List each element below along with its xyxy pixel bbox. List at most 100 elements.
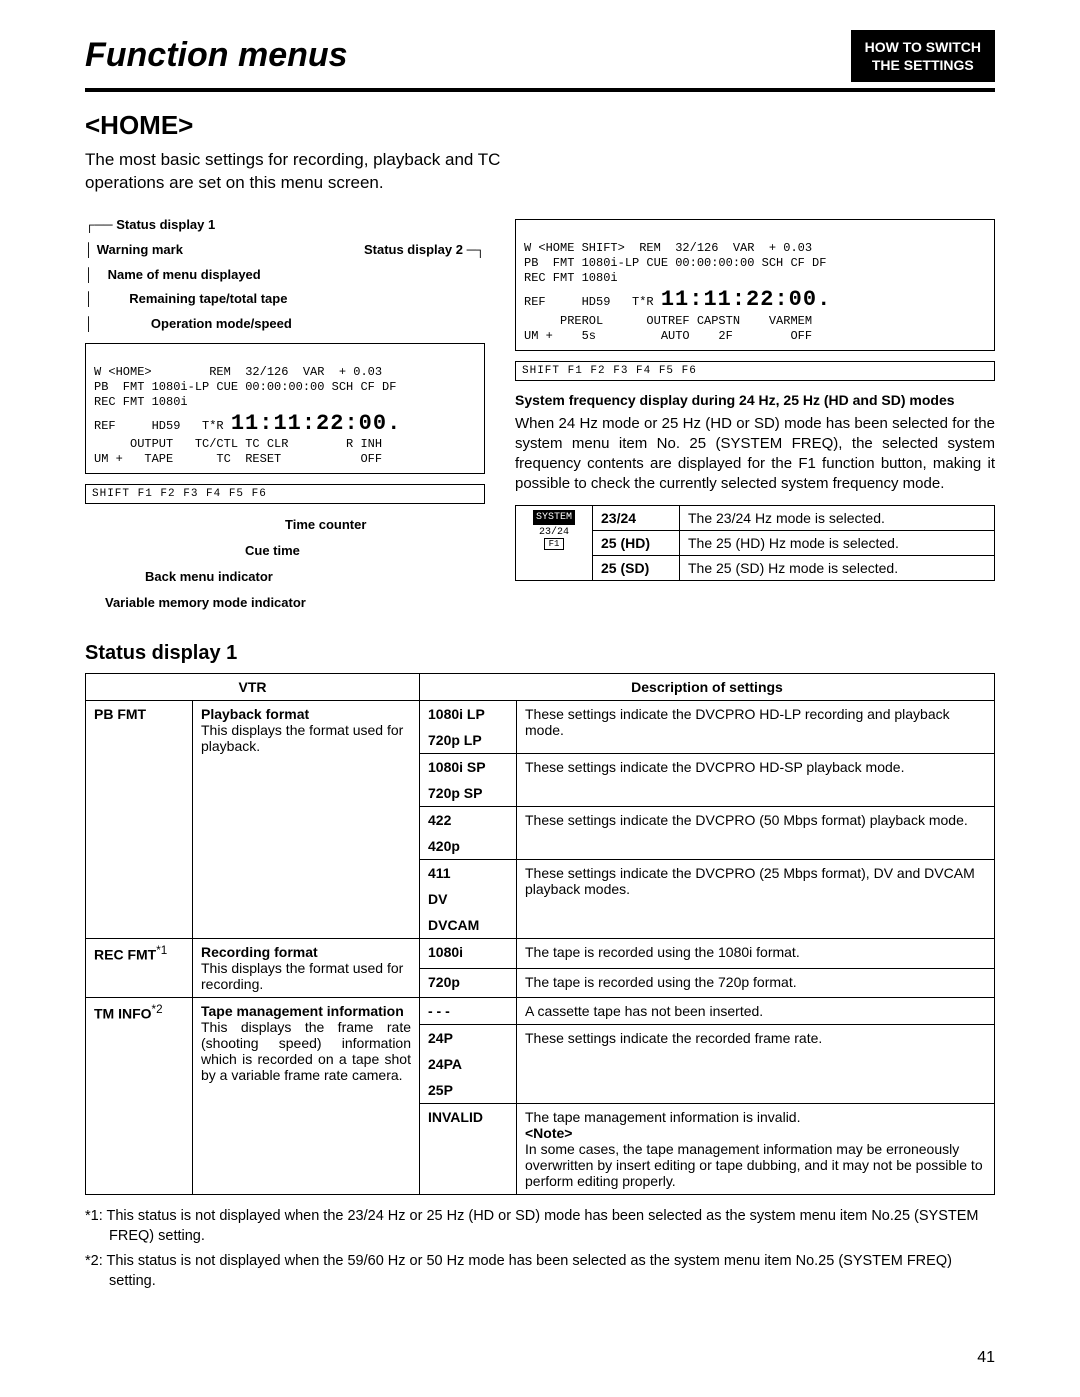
value-label: 720p LP [428, 732, 482, 748]
function-key-row: SHIFT F1 F2 F3 F4 F5 F6 [515, 361, 995, 381]
value-label: DV [428, 891, 447, 907]
tcr-label: T*R [632, 295, 654, 309]
intro-text: The most basic settings for recording, p… [85, 149, 545, 195]
callout-label: Status display 2 [364, 242, 463, 257]
row-key: REC FMT [94, 947, 156, 963]
vtr-screen-2: W <HOME SHIFT> REM 32/126 VAR + 0.03 PB … [515, 219, 995, 351]
table-row: REC FMT*1 Recording format This displays… [86, 939, 995, 969]
text: The tape management information is inval… [525, 1109, 800, 1125]
callout: │ Warning mark Status display 2 ─┐ [85, 238, 485, 263]
value-desc: These settings indicate the DVCPRO (25 M… [517, 860, 995, 939]
sysfreq-table: SYSTEM 23/24 F1 23/24 The 23/24 Hz mode … [515, 505, 995, 581]
vtr-screen-1: W <HOME> REM 32/126 VAR + 0.03 PB FMT 10… [85, 343, 485, 475]
table-cell: The 23/24 Hz mode is selected. [680, 505, 995, 530]
status-display-1-table: VTR Description of settings PB FMT Playb… [85, 673, 995, 1195]
superscript: *2 [152, 1003, 163, 1016]
table-row: TM INFO*2 Tape management information Th… [86, 998, 995, 1025]
setting-desc: This displays the frame rate (shooting s… [201, 1019, 411, 1083]
divider [85, 88, 995, 92]
paragraph: When 24 Hz mode or 25 Hz (HD or SD) mode… [515, 414, 995, 495]
screen-line: UM + TAPE TC RESET OFF [94, 452, 382, 466]
value-label: 24PA [428, 1056, 462, 1072]
note-text: In some cases, the tape management infor… [525, 1141, 983, 1189]
note-heading: <Note> [525, 1125, 572, 1141]
screen-line: PB FMT 1080i-LP CUE 00:00:00:00 SCH CF D… [94, 380, 396, 394]
value-label: 720p SP [428, 785, 482, 801]
callout-list-lower: Time counter Cue time Back menu indicato… [85, 512, 485, 616]
setting-desc: This displays the format used for record… [201, 960, 403, 992]
callout-label: Remaining tape/total tape [129, 291, 287, 306]
function-key-row: SHIFT F1 F2 F3 F4 F5 F6 [85, 484, 485, 504]
table-header: VTR [86, 674, 420, 701]
screen-line: OUTPUT TC/CTL TC CLR R INH [94, 437, 382, 451]
screen-line: W <HOME SHIFT> REM 32/126 VAR + 0.03 [524, 241, 812, 255]
table-cell: The 25 (HD) Hz mode is selected. [680, 530, 995, 555]
value-label: 1080i LP [428, 706, 485, 722]
table-row: PB FMT Playback format This displays the… [86, 701, 995, 728]
value-desc: The tape is recorded using the 1080i for… [517, 939, 995, 969]
footnotes: *1: This status is not displayed when th… [85, 1207, 995, 1291]
callout: Cue time [85, 538, 485, 564]
badge-line: HOW TO SWITCH [865, 38, 981, 56]
value-desc: These settings indicate the DVCPRO HD-LP… [517, 701, 995, 754]
superscript: *1 [156, 944, 167, 957]
value-label: INVALID [428, 1109, 483, 1125]
screen-line: PB FMT 1080i-LP CUE 00:00:00:00 SCH CF D… [524, 256, 826, 270]
page: Function menus HOW TO SWITCH THE SETTING… [0, 0, 1080, 1397]
tcr-label: T*R [202, 419, 224, 433]
setting-name: Recording format [201, 944, 318, 960]
setting-name: Tape management information [201, 1003, 404, 1019]
row-key: TM INFO [94, 1006, 152, 1022]
callout: │ Remaining tape/total tape [85, 287, 485, 312]
value-label: 1080i SP [428, 759, 486, 775]
value-label: 420p [428, 838, 460, 854]
section-heading: <HOME> [85, 110, 995, 141]
table-cell: 23/24 [593, 505, 680, 530]
subsection-heading: Status display 1 [85, 642, 995, 665]
header-badge: HOW TO SWITCH THE SETTINGS [851, 30, 995, 82]
value-label: 720p [428, 974, 460, 990]
screen-line: REF HD59 [94, 419, 180, 433]
icon-label: 23/24 [539, 527, 569, 538]
footnote: *1: This status is not displayed when th… [85, 1207, 995, 1246]
page-number: 41 [977, 1349, 995, 1367]
value-label: DVCAM [428, 917, 479, 933]
value-desc: These settings indicate the recorded fra… [517, 1025, 995, 1104]
callout-label: Name of menu displayed [108, 267, 261, 282]
value-label: - - - [428, 1003, 450, 1019]
right-column: W <HOME SHIFT> REM 32/126 VAR + 0.03 PB … [515, 213, 995, 580]
icon-label: F1 [544, 538, 565, 550]
screen-line: PREROL OUTREF CAPSTN VARMEM [524, 314, 812, 328]
screen-line: REC FMT 1080i [94, 395, 188, 409]
left-column: ┌── Status display 1 │ Warning mark Stat… [85, 213, 485, 616]
page-title: Function menus [85, 30, 348, 75]
table-cell: 25 (HD) [593, 530, 680, 555]
table-row: SYSTEM 23/24 F1 23/24 The 23/24 Hz mode … [516, 505, 995, 530]
callout-list: ┌── Status display 1 │ Warning mark Stat… [85, 213, 485, 336]
screen-line: UM + 5s AUTO 2F OFF [524, 329, 812, 343]
callout: Variable memory mode indicator [85, 590, 485, 616]
callout-label: Operation mode/speed [151, 316, 292, 331]
paragraph-heading: System frequency display during 24 Hz, 2… [515, 391, 995, 410]
setting-desc: This displays the format used for playba… [201, 722, 403, 754]
value-desc: The tape management information is inval… [517, 1104, 995, 1195]
row-key: PB FMT [94, 706, 146, 722]
value-label: 24P [428, 1030, 453, 1046]
value-label: 25P [428, 1082, 453, 1098]
value-label: 422 [428, 812, 451, 828]
screen-line: W <HOME> REM 32/126 VAR + 0.03 [94, 365, 382, 379]
value-desc: A cassette tape has not been inserted. [517, 998, 995, 1025]
callout-label: Status display 1 [116, 217, 215, 232]
screen-line: REF HD59 [524, 295, 610, 309]
callout: Time counter [85, 512, 485, 538]
value-desc: These settings indicate the DVCPRO (50 M… [517, 807, 995, 860]
value-desc: The tape is recorded using the 720p form… [517, 968, 995, 998]
value-label: 1080i [428, 944, 463, 960]
value-desc: These settings indicate the DVCPRO HD-SP… [517, 754, 995, 807]
sysfreq-icon-cell: SYSTEM 23/24 F1 [516, 505, 593, 580]
value-label: 411 [428, 865, 451, 881]
callout: ┌── Status display 1 [85, 213, 485, 238]
callout: │ Name of menu displayed [85, 263, 485, 288]
two-column-region: ┌── Status display 1 │ Warning mark Stat… [85, 213, 995, 616]
screen-line: REC FMT 1080i [524, 271, 618, 285]
